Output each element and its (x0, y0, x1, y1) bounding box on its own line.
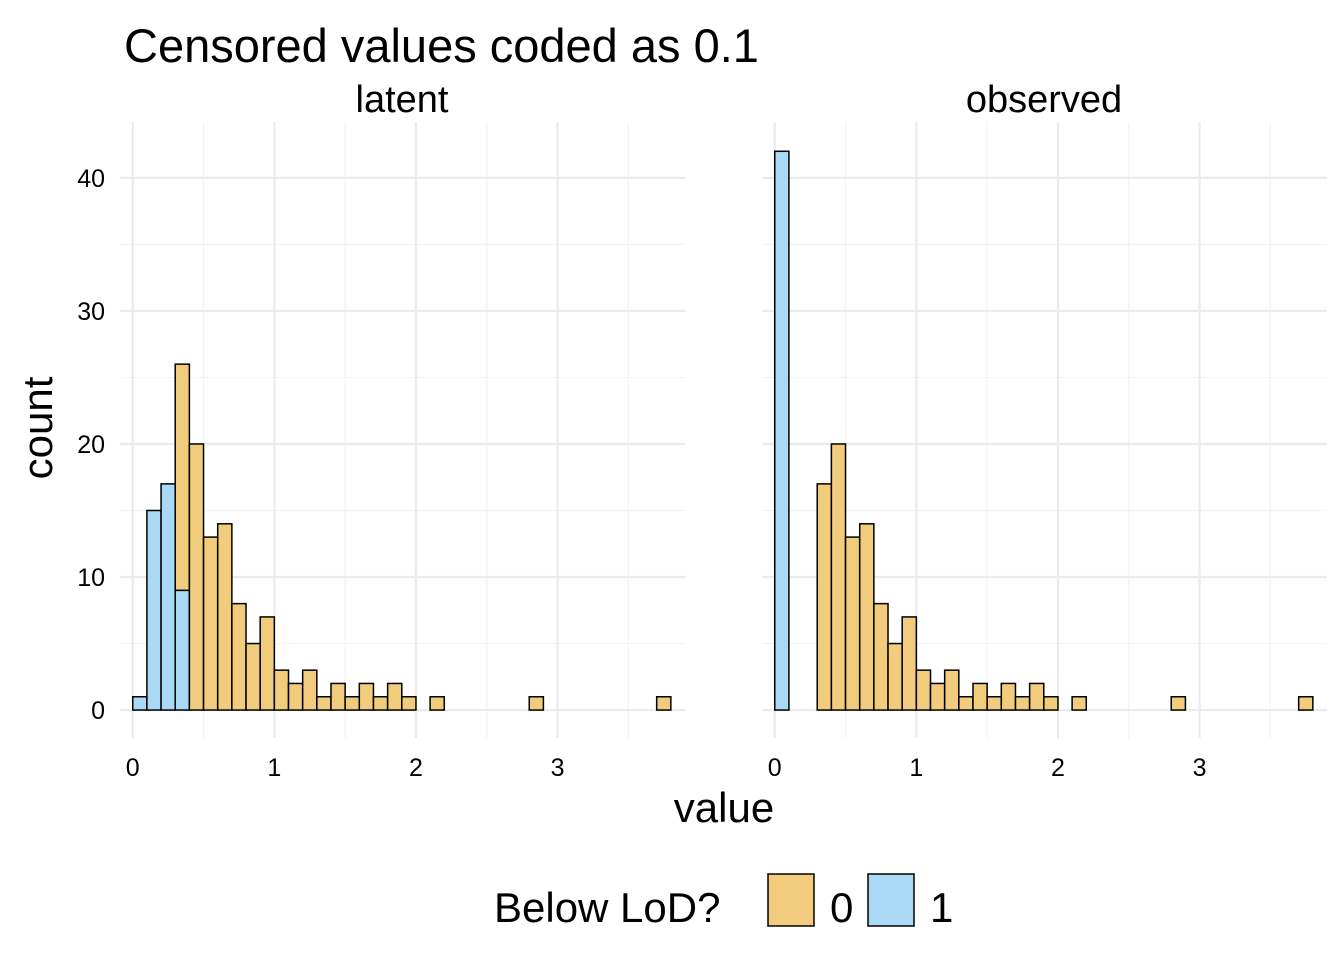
x-tick-label: 1 (267, 754, 281, 782)
histogram-bar (1071, 696, 1088, 711)
legend-swatch-1 (867, 873, 915, 927)
gridlines (120, 122, 685, 738)
y-tick-label: 20 (77, 431, 105, 459)
histogram-bar (1014, 696, 1031, 711)
x-tick-label: 0 (126, 754, 140, 782)
histogram-bar (873, 602, 889, 711)
x-tick-label: 3 (1193, 754, 1207, 782)
histogram-bar (330, 682, 346, 711)
histogram-bar (655, 696, 672, 711)
histogram-bar (273, 669, 290, 711)
histogram-bar (929, 682, 946, 711)
histogram-bar (174, 589, 191, 711)
histogram-bar (429, 696, 446, 711)
histogram-bar (1028, 682, 1045, 711)
histogram-bar (401, 696, 417, 711)
x-tick-label: 2 (1051, 754, 1065, 782)
histogram-bar (887, 642, 903, 711)
histogram-bar (830, 443, 847, 711)
histogram-bar (1000, 682, 1017, 711)
histogram-bar (245, 642, 261, 711)
y-tick-label: 0 (91, 697, 105, 725)
y-tick-label: 40 (77, 165, 105, 193)
plot-title: Censored values coded as 0.1 (124, 19, 759, 72)
y-tick-label: 10 (77, 564, 105, 592)
histogram-bar (160, 483, 176, 711)
histogram-bar (231, 602, 247, 711)
histogram-bar (943, 669, 960, 711)
histogram-bar (386, 682, 403, 711)
strip-label-observed: observed (966, 79, 1122, 121)
histogram-bar (188, 443, 205, 711)
histogram-bar (986, 696, 1003, 711)
x-tick-label: 0 (768, 754, 782, 782)
histogram-bar (844, 536, 861, 711)
histogram-bar (216, 523, 233, 711)
x-tick-label: 1 (909, 754, 923, 782)
histogram-bar (1170, 696, 1187, 711)
histogram-bar (131, 696, 148, 711)
legend-label-0: 0 (830, 884, 853, 931)
histogram-bar (528, 696, 545, 711)
y-axis-title: count (14, 376, 61, 479)
legend-label-1: 1 (930, 884, 953, 931)
y-tick-label: 30 (77, 298, 105, 326)
legend-swatch-0 (767, 873, 815, 927)
x-tick-label: 3 (551, 754, 565, 782)
x-axis-title: value (674, 784, 774, 831)
histogram-bar (773, 150, 790, 711)
histogram-bar (1297, 696, 1314, 711)
strip-label-latent: latent (356, 79, 449, 121)
histogram-bar (259, 616, 276, 711)
histogram-bar (858, 523, 875, 711)
histogram-bar (344, 696, 361, 711)
legend: Below LoD? 0 1 (494, 873, 953, 931)
panel-observed: observed 0 1 2 3 (762, 79, 1327, 782)
histogram-bar (358, 682, 375, 711)
histogram-bar (901, 616, 918, 711)
histogram-bar (958, 696, 974, 711)
histogram-bar (287, 682, 304, 711)
x-tick-label: 2 (409, 754, 423, 782)
histogram-bar (316, 696, 332, 711)
histogram-bar (915, 669, 932, 711)
histogram-bar (1043, 696, 1059, 711)
histogram-bar (202, 536, 219, 711)
histogram-bar (301, 669, 318, 711)
legend-title: Below LoD? (494, 884, 720, 931)
histogram-bar (174, 363, 191, 592)
histogram-bar (972, 682, 988, 711)
histogram-bar (372, 696, 389, 711)
histogram-bar (146, 509, 162, 711)
histogram-bar (816, 483, 833, 711)
